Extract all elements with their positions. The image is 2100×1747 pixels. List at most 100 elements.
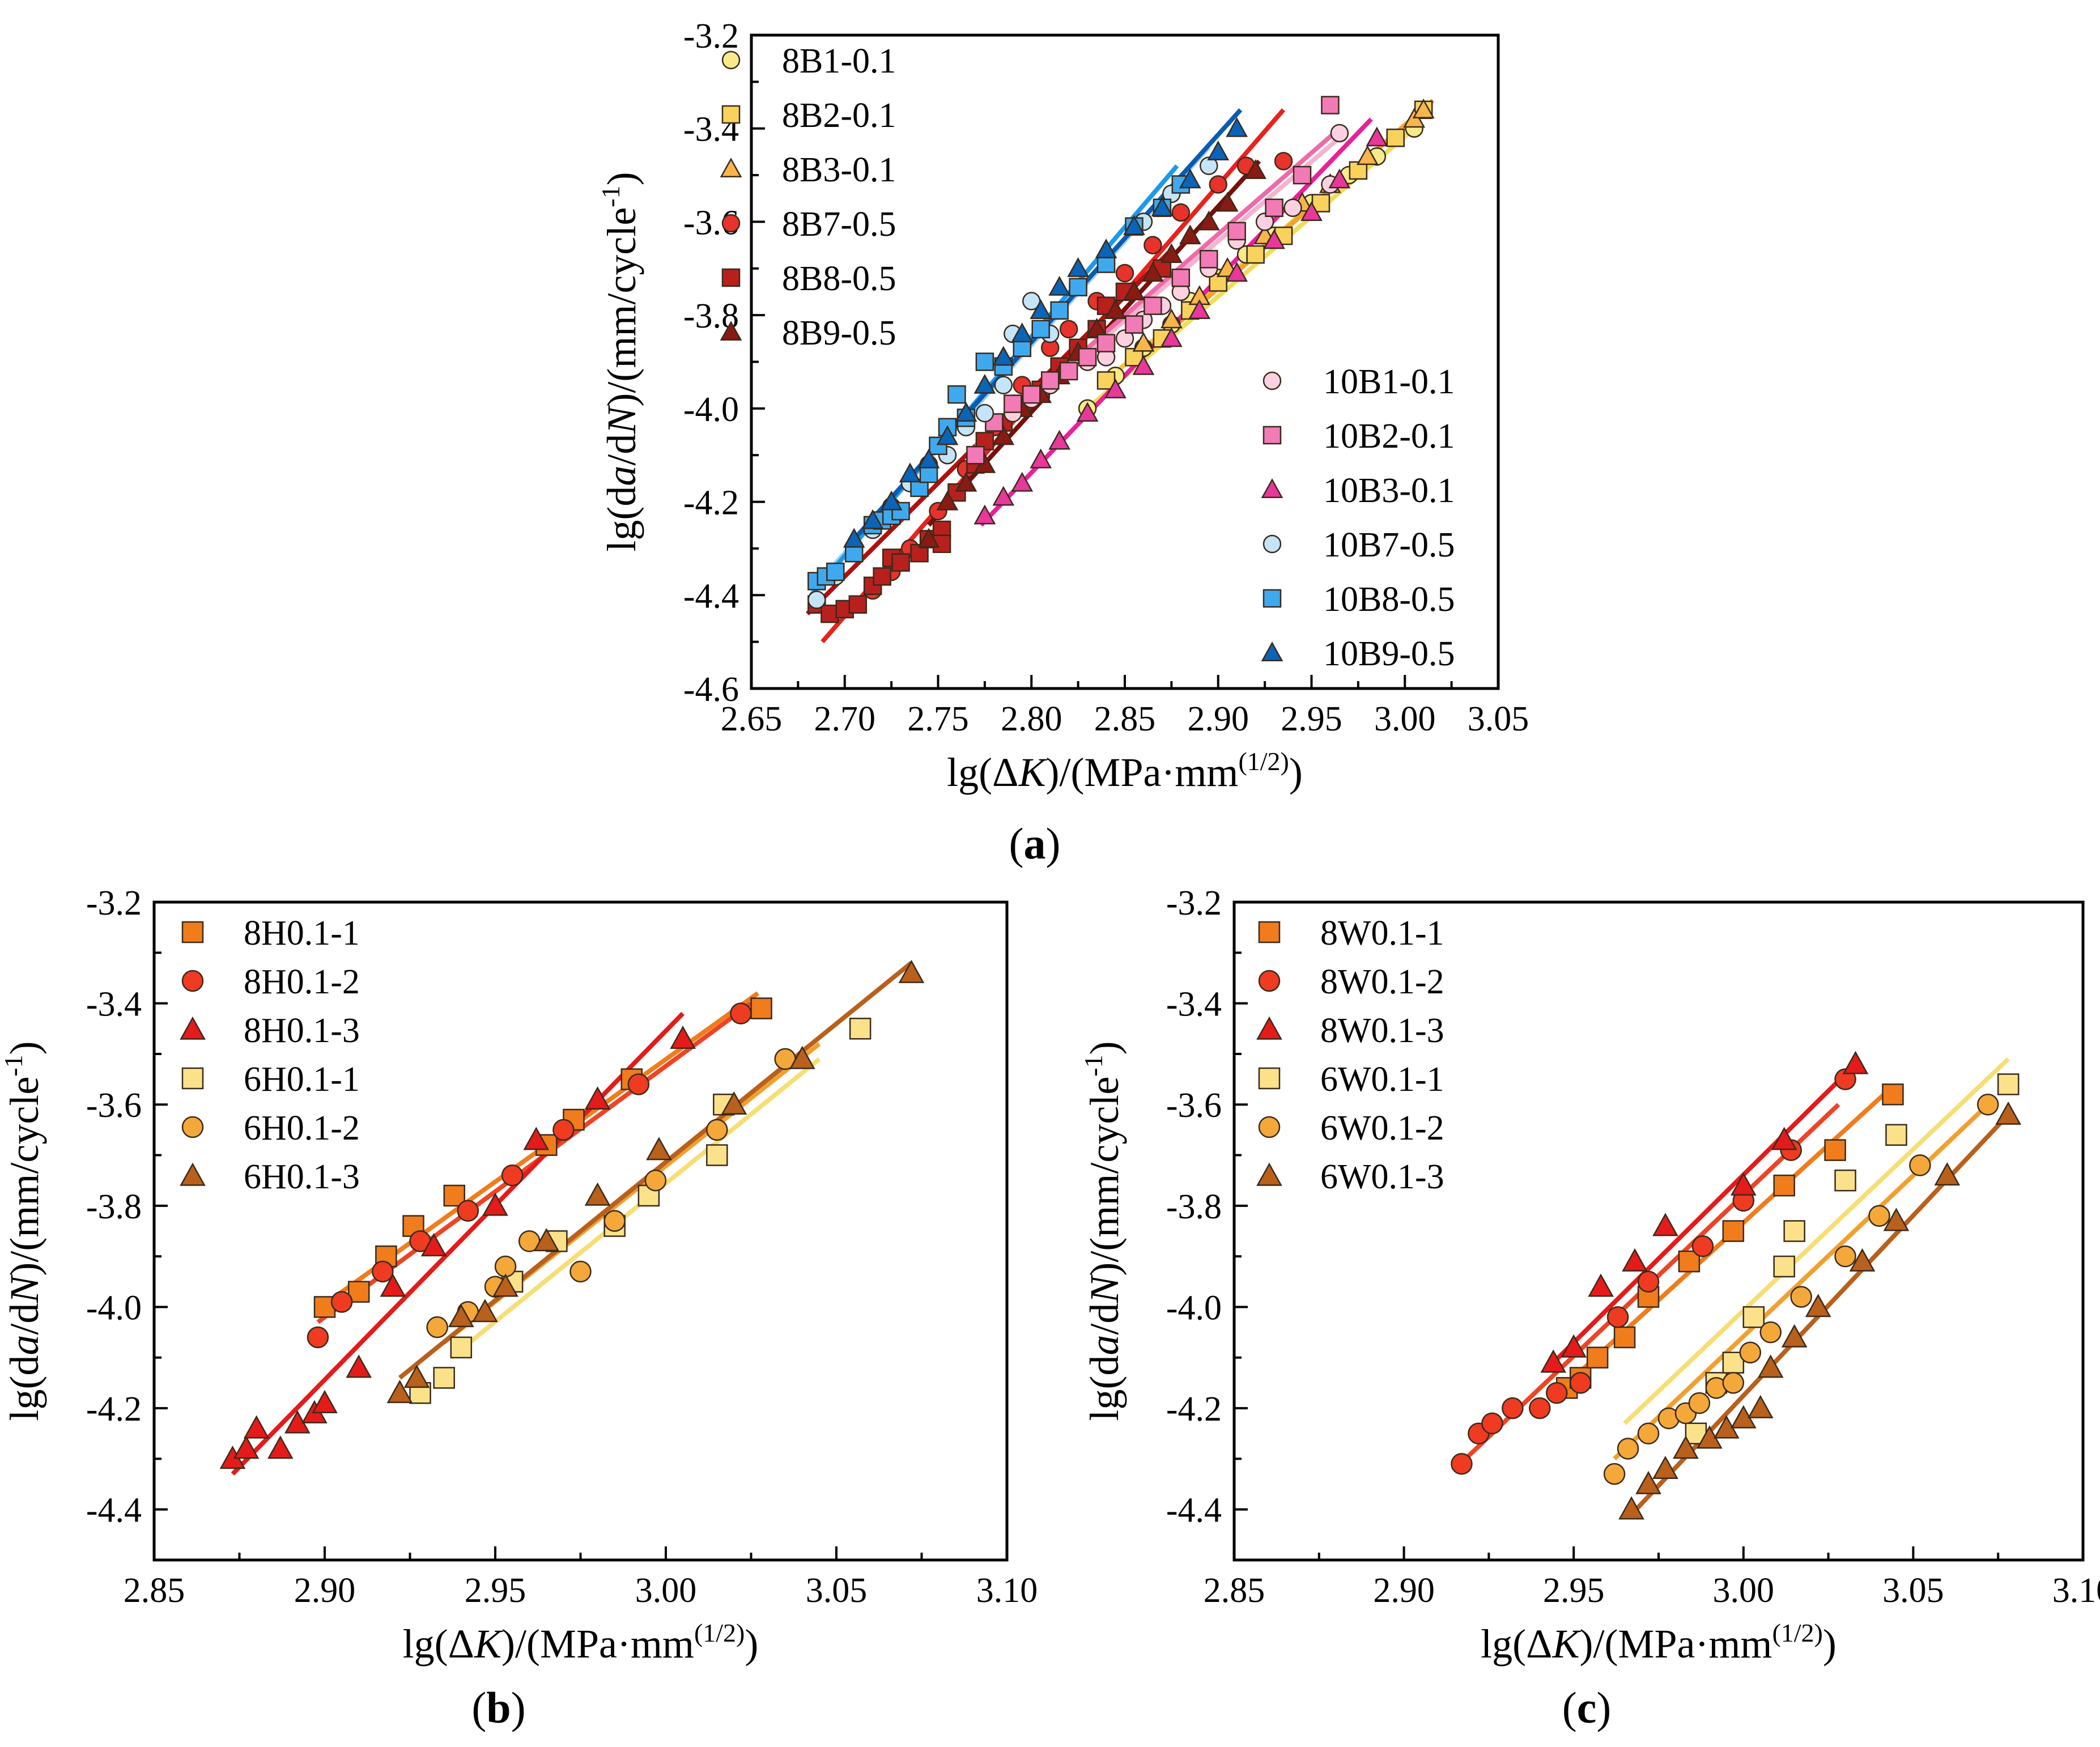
data-point xyxy=(380,1273,406,1297)
data-point xyxy=(917,448,940,469)
data-point xyxy=(1451,1453,1473,1475)
x-tick-label: 2.95 xyxy=(465,1571,526,1610)
data-point xyxy=(1603,1463,1626,1485)
data-point xyxy=(821,604,839,623)
data-point xyxy=(936,490,959,511)
y-axis-title: lg(da/dN)/(mm/cycle-1) xyxy=(0,1041,47,1421)
data-point xyxy=(1635,1470,1661,1494)
data-point xyxy=(1781,1324,1808,1348)
data-point xyxy=(1179,168,1201,189)
legend-marker xyxy=(1262,426,1282,445)
data-point xyxy=(1790,1286,1812,1308)
legend-item: 8W0.1-1 xyxy=(1258,914,1444,953)
data-point xyxy=(955,471,977,492)
data-point xyxy=(1868,1205,1890,1227)
legend-marker xyxy=(1256,1162,1282,1186)
data-point xyxy=(974,504,996,525)
data-point xyxy=(233,1435,260,1459)
panel-caption: (c) xyxy=(1562,1683,1612,1732)
data-point xyxy=(1132,355,1155,375)
legend: 8H0.1-1 8H0.1-2 8H0.1-3 6H0.1-1 6H0.1-2 6H0.1… xyxy=(180,914,360,1196)
data-point xyxy=(1031,320,1050,339)
data-point xyxy=(1882,1083,1904,1106)
data-point xyxy=(1652,1213,1678,1236)
x-title-sup: (1/2) xyxy=(694,1618,745,1647)
legend-marker xyxy=(181,921,204,943)
legend-label: 8B1-0.1 xyxy=(782,42,896,80)
x-axis-title: lg(ΔK)/(MPa·mm(1/2)) xyxy=(947,747,1303,795)
x-title-part: ) xyxy=(1289,750,1303,795)
data-point xyxy=(730,1002,752,1025)
fit-line-8H0.1-3 xyxy=(231,1011,685,1476)
data-point xyxy=(974,373,996,394)
series-10B9-0.5 xyxy=(843,117,1248,548)
y-tick-label: -3.2 xyxy=(86,884,142,923)
legend-item: 10B8-0.5 xyxy=(1262,580,1455,619)
legend: 8W0.1-1 8W0.1-2 8W0.1-3 6W0.1-1 6W0.1-2 6W0.1… xyxy=(1256,914,1444,1196)
y-tick-label: -4.0 xyxy=(86,1289,142,1327)
data-point xyxy=(917,528,940,548)
chart-panel-b: 2.85 2.90 2.95 3.00 3.05 3.10 -3.2 -3.4 -3.6 -3.8… xyxy=(0,884,1038,1732)
y-axis-title: lg(da/dN)/(mm/cycle-1) xyxy=(596,172,644,551)
y-title-part: ) xyxy=(1082,1041,1127,1055)
y-axis: -3.2 -3.4 -3.6 -3.8 -4.0 -4.2 -4.4 xyxy=(1166,884,1248,1530)
data-point xyxy=(1095,239,1117,258)
data-point xyxy=(426,1316,448,1338)
legend-label: 8H0.1-1 xyxy=(244,914,360,953)
data-point xyxy=(975,403,994,423)
x-axis-title: lg(ΔK)/(MPa·mm(1/2)) xyxy=(1481,1618,1837,1667)
data-point xyxy=(1069,278,1087,296)
data-point xyxy=(898,959,925,983)
data-point xyxy=(706,1144,728,1166)
legend-label: 8B7-0.5 xyxy=(782,205,896,244)
y-title-part: lg(d xyxy=(599,486,644,552)
y-tick-label: -3.2 xyxy=(1166,884,1222,923)
caption-letter: a xyxy=(1024,819,1046,868)
x-tick-label: 3.05 xyxy=(1882,1571,1944,1610)
y-title-part: )/(mm/cycle xyxy=(1082,1077,1127,1276)
data-point xyxy=(492,1273,518,1297)
x-title-part: lg(Δ xyxy=(1481,1621,1552,1667)
legend-item: 8B2-0.1 xyxy=(721,96,896,135)
legend-label: 10B2-0.1 xyxy=(1323,417,1455,456)
data-point xyxy=(1773,1255,1795,1278)
y-tick-label: -4.4 xyxy=(1166,1491,1222,1530)
legend-marker xyxy=(180,1162,206,1186)
legend-label: 6W0.1-1 xyxy=(1320,1060,1444,1099)
legend-marker xyxy=(1258,1067,1281,1090)
x-tick-label: 3.00 xyxy=(635,1571,697,1610)
fit-line-6H0.1-1 xyxy=(449,1057,821,1359)
legend-marker xyxy=(721,214,741,233)
legend-marker xyxy=(1258,921,1281,943)
data-point xyxy=(947,385,966,404)
series-10B3-0.1 xyxy=(974,126,1388,525)
legend-label: 10B8-0.5 xyxy=(1323,580,1455,619)
x-axis: 2.85 2.90 2.95 3.00 3.05 3.10 xyxy=(1204,1546,2100,1610)
data-point xyxy=(1263,229,1285,249)
data-point xyxy=(1588,1273,1614,1297)
x-title-part: lg(Δ xyxy=(947,750,1018,795)
data-point xyxy=(1321,96,1340,114)
data-point xyxy=(1200,250,1218,269)
data-point xyxy=(1883,1208,1910,1231)
x-tick-label: 2.85 xyxy=(1204,1571,1265,1610)
data-point xyxy=(1586,1346,1609,1369)
legend-item: 8H0.1-1 xyxy=(181,914,360,953)
data-points xyxy=(1451,1051,2022,1520)
data-point xyxy=(1606,1306,1629,1328)
y-tick-label: -4.6 xyxy=(683,670,739,709)
data-point xyxy=(1502,1397,1524,1419)
caption-paren: ( xyxy=(1562,1683,1577,1732)
data-point xyxy=(992,486,1015,506)
legend-item: 6W0.1-2 xyxy=(1258,1109,1444,1147)
chart-panel-c: 2.85 2.90 2.95 3.00 3.05 3.10 -3.2 -3.4 -3.6 -3.8… xyxy=(1079,884,2100,1732)
legend: 8B1-0.1 8B2-0.1 8B3-0.1 8B7-0.5 8B8-0.5 8B9-0… xyxy=(720,42,1455,673)
data-point xyxy=(1207,141,1230,160)
y-tick-label: -4.0 xyxy=(683,390,739,429)
legend-label: 8B8-0.5 xyxy=(782,260,896,298)
x-axis: 2.65 2.70 2.75 2.80 2.85 2.90 2.95 3.00 3.05 xyxy=(721,675,1529,738)
data-point xyxy=(1078,348,1097,367)
data-point xyxy=(584,1086,611,1110)
legend-marker xyxy=(181,970,204,992)
